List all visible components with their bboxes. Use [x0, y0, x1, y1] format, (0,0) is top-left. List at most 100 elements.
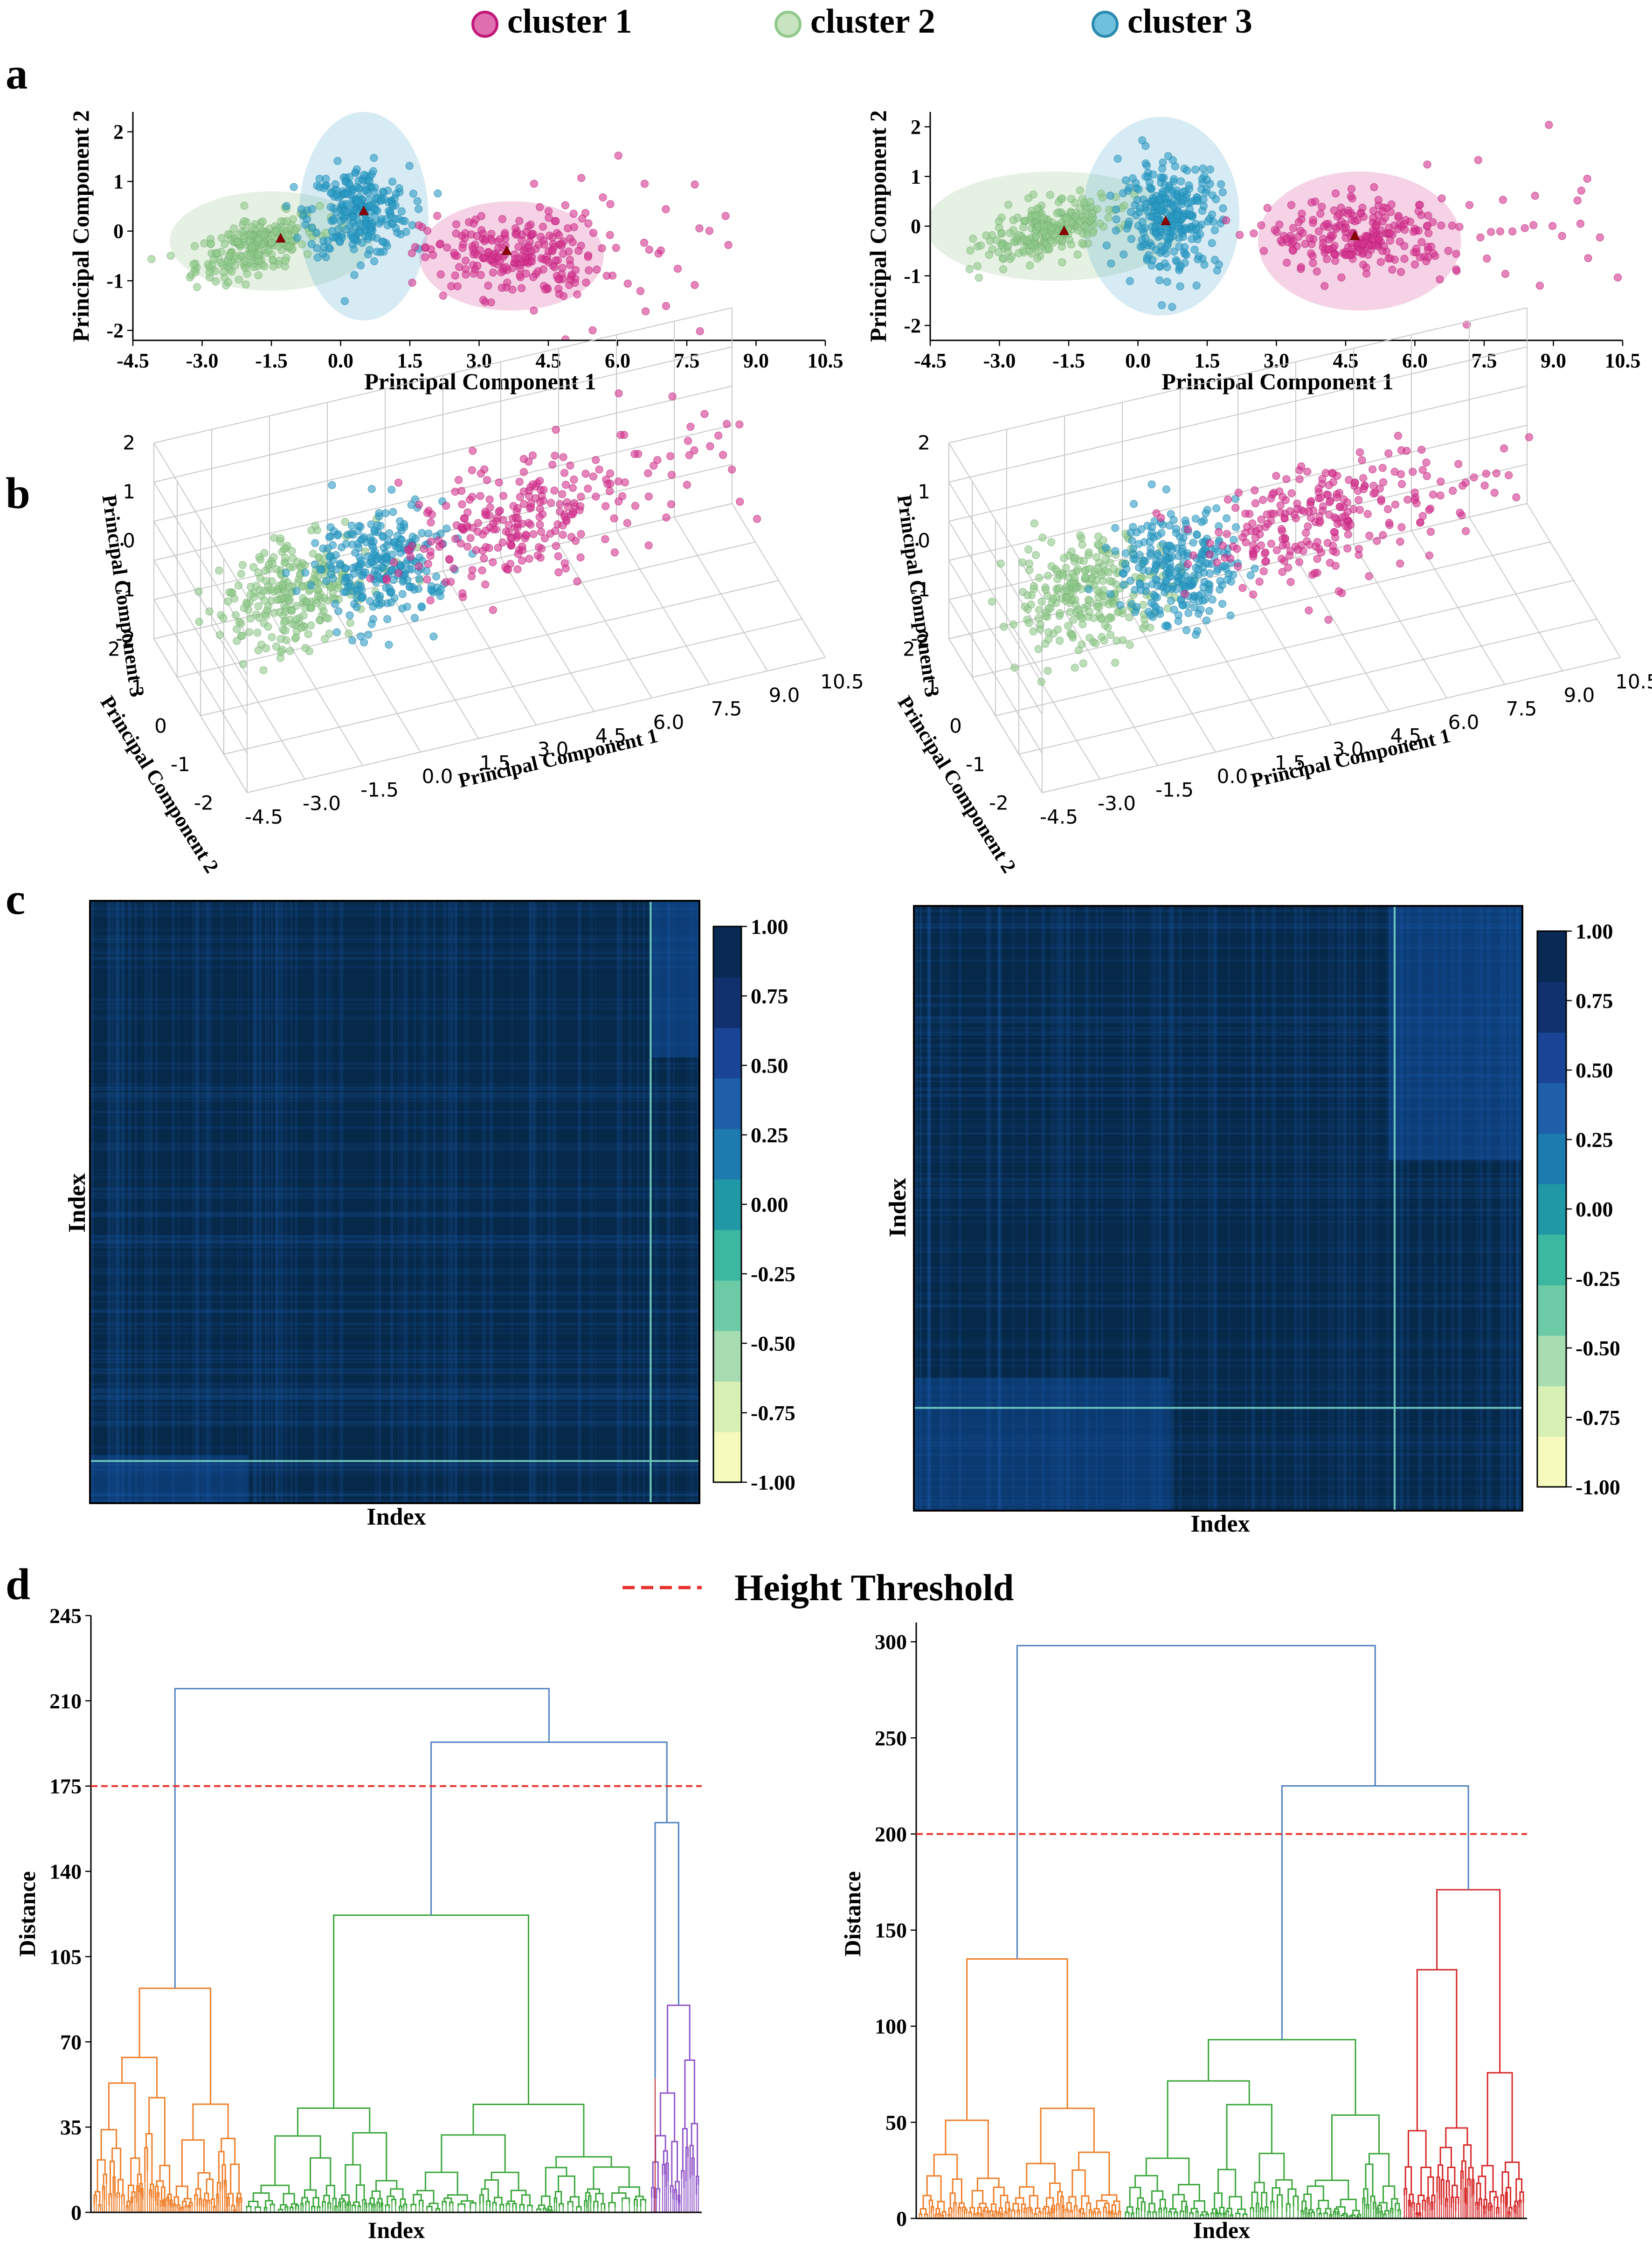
heatmap-stripe: [90, 1213, 699, 1216]
data-point-cluster-1: [408, 278, 416, 287]
dendrogram-link: [1000, 2213, 1004, 2217]
dendrogram-link: [662, 2163, 666, 2176]
data-point-cluster-1: [581, 209, 590, 217]
colorbar-segment: [1537, 1183, 1566, 1235]
dendrogram-link: [1068, 2196, 1077, 2206]
data-point-cluster-3: [1218, 600, 1227, 608]
data-point-cluster-1: [1437, 477, 1445, 486]
heatmap-stripe: [939, 906, 943, 1511]
heatmap-stripe: [914, 1358, 1522, 1361]
dendrogram-link: [1141, 2201, 1146, 2212]
dendrogram-link: [1012, 2203, 1019, 2210]
colorbar-segment: [713, 1280, 741, 1331]
data-point-cluster-1: [1576, 220, 1585, 228]
data-point-cluster-3: [361, 568, 370, 577]
dendrogram-link: [1335, 2206, 1346, 2214]
data-point-cluster-1: [1359, 240, 1368, 249]
data-point-cluster-1: [1452, 265, 1460, 274]
data-point-cluster-2: [995, 217, 1003, 226]
data-point-cluster-1: [554, 552, 562, 560]
data-point-cluster-1: [1314, 227, 1323, 235]
data-point-cluster-3: [1181, 225, 1189, 234]
dendrogram-link: [184, 2205, 188, 2208]
data-point-cluster-2: [234, 230, 242, 239]
data-point-cluster-2: [293, 558, 302, 566]
heatmap-stripe: [1056, 906, 1059, 1511]
data-point-cluster-3: [1136, 580, 1144, 589]
data-point-cluster-3: [353, 183, 361, 191]
data-point-cluster-3: [334, 607, 343, 615]
dendrogram-link: [345, 2164, 361, 2196]
data-point-cluster-1: [568, 238, 577, 246]
data-point-cluster-1: [408, 542, 416, 550]
data-point-cluster-1: [1271, 226, 1279, 234]
data-point-cluster-2: [1111, 658, 1120, 667]
heatmap-stripe: [552, 901, 553, 1503]
data-point-cluster-3: [1185, 181, 1193, 190]
data-point-cluster-1: [1397, 480, 1406, 488]
heatmap-stripe: [90, 941, 699, 943]
dendrogram-link: [1056, 2203, 1060, 2211]
x-tick-label: 6.0: [653, 711, 684, 733]
data-point-cluster-3: [1210, 226, 1219, 235]
heatmap-stripe: [1133, 906, 1134, 1511]
data-point-cluster-1: [548, 246, 557, 254]
data-point-cluster-1: [1297, 265, 1305, 273]
dendrogram-link: [993, 2186, 1005, 2204]
dendrogram-link: [1201, 2211, 1208, 2215]
data-point-cluster-3: [1172, 256, 1180, 264]
data-point-cluster-2: [1009, 226, 1017, 235]
heatmap-stripe: [914, 1017, 1522, 1019]
data-point-cluster-2: [1085, 596, 1094, 605]
data-point-cluster-1: [1257, 221, 1265, 229]
data-point-cluster-1: [1294, 546, 1302, 554]
heatmap-stripe: [914, 995, 1522, 997]
data-point-cluster-1: [1260, 549, 1269, 558]
heatmap-stripe: [378, 901, 381, 1503]
dendrogram-link: [949, 2192, 956, 2209]
grid-line: [948, 346, 1528, 483]
data-point-cluster-3: [1175, 242, 1183, 251]
data-point-cluster-2: [1021, 602, 1029, 611]
data-point-cluster-1: [456, 539, 465, 548]
data-point-cluster-1: [1525, 433, 1534, 442]
dendrogram-link: [1340, 2198, 1357, 2210]
data-point-cluster-1: [366, 574, 374, 583]
data-point-cluster-2: [986, 236, 994, 245]
data-point-cluster-3: [1206, 165, 1214, 174]
data-point-cluster-3: [1143, 254, 1151, 262]
data-point-cluster-3: [1167, 510, 1175, 518]
data-point-cluster-1: [466, 534, 475, 542]
data-point-cluster-3: [301, 568, 310, 577]
data-point-cluster-3: [1197, 185, 1206, 193]
dendrogram-link: [447, 2194, 468, 2201]
data-point-cluster-3: [1191, 166, 1200, 174]
data-point-cluster-1: [1255, 524, 1264, 532]
data-point-cluster-2: [1076, 217, 1084, 226]
heatmap-stripe: [107, 901, 109, 1503]
data-point-cluster-1: [1286, 546, 1294, 555]
heatmap-stripe: [914, 980, 1522, 981]
dendrogram-link: [550, 2210, 553, 2211]
heatmap-stripe: [194, 901, 199, 1503]
data-point-cluster-1: [1558, 232, 1566, 240]
heatmap-stripe: [914, 1119, 1522, 1120]
data-point-cluster-3: [1139, 566, 1147, 574]
heatmap-stripe: [192, 901, 194, 1503]
x-tick-label: -4.5: [117, 349, 149, 372]
data-point-cluster-1: [536, 504, 544, 513]
heatmap-stripe: [1214, 906, 1217, 1511]
data-point-cluster-1: [480, 554, 488, 563]
data-point-cluster-1: [683, 481, 691, 489]
data-point-cluster-1: [602, 271, 611, 280]
data-point-cluster-2: [1053, 209, 1061, 217]
heatmap-stripe: [90, 956, 699, 959]
dendrogram-link: [1329, 2214, 1333, 2217]
dendrogram-link: [938, 2212, 941, 2216]
data-point-cluster-1: [1583, 174, 1591, 183]
data-point-cluster-2: [1070, 580, 1078, 588]
data-point-cluster-2: [147, 255, 156, 263]
dendrogram-link: [990, 2203, 997, 2211]
data-point-cluster-1: [550, 486, 559, 495]
centroid-marker: [1059, 225, 1069, 235]
